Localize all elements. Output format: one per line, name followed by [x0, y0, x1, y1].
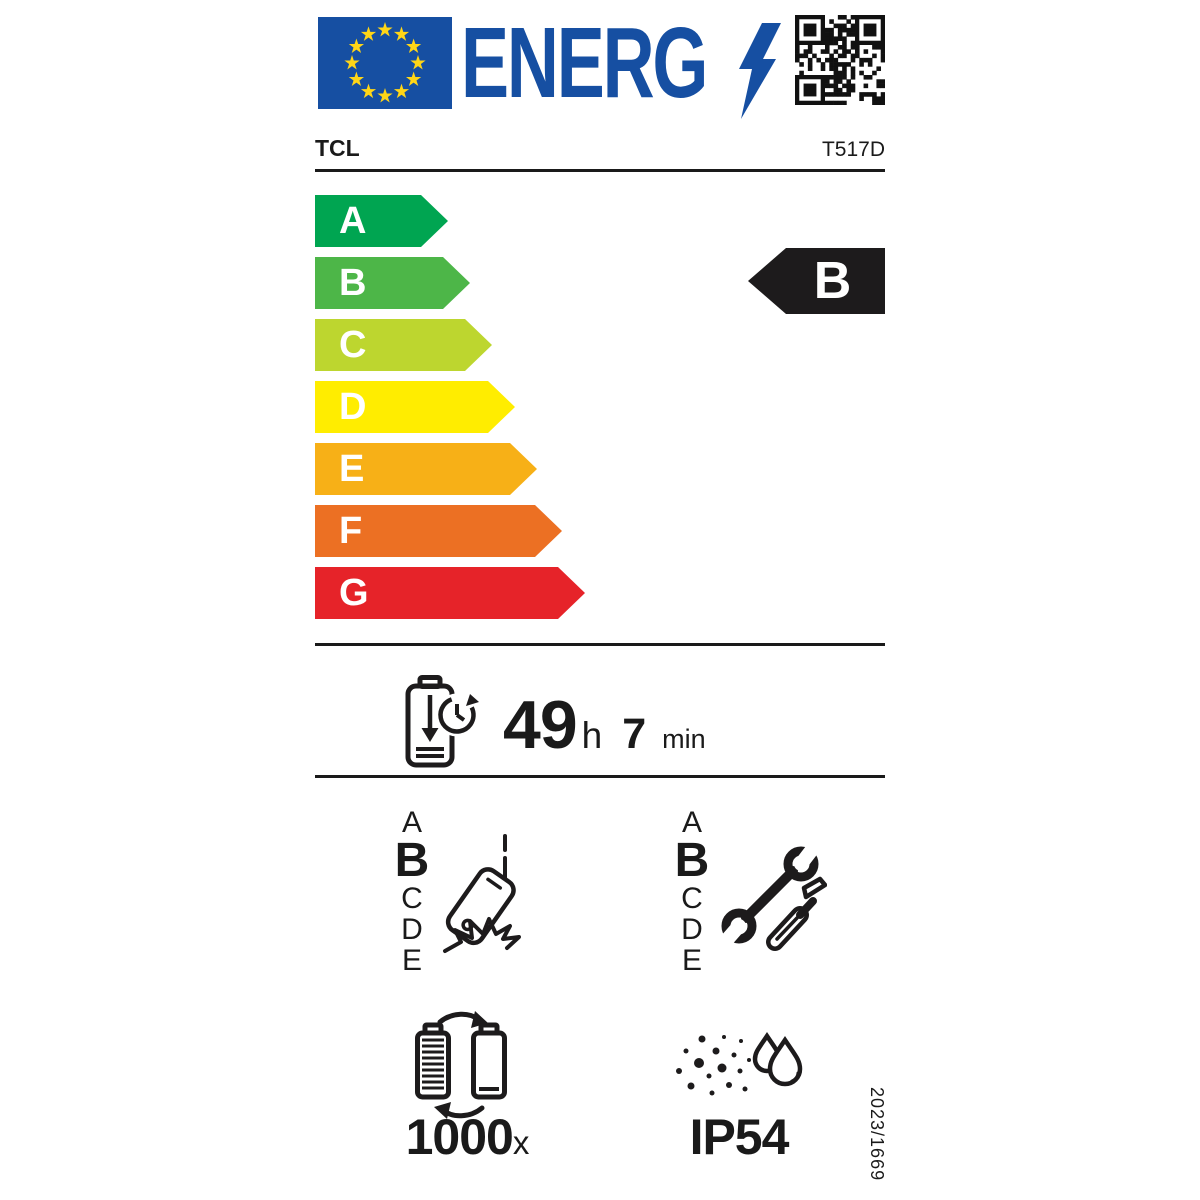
scale-letter-e: E — [681, 944, 702, 977]
bar-letter: E — [339, 447, 365, 490]
scale-letter-a: A — [401, 806, 422, 839]
battery-minutes-unit: min — [662, 724, 706, 754]
divider — [315, 643, 885, 646]
bar-letter: F — [339, 509, 363, 552]
scale-letter-b: B — [394, 834, 430, 887]
cycles-unit: x — [512, 1124, 530, 1161]
energ-logo-text: ENERG — [461, 7, 708, 119]
energy-class-bar-b: B — [315, 257, 470, 309]
model-number: T517D — [821, 138, 885, 161]
energy-class-bar-f: F — [315, 505, 562, 557]
bar-letter: C — [339, 323, 367, 366]
scale-letter-d: D — [681, 913, 703, 946]
energy-class-bar-a: A — [315, 195, 448, 247]
dust-water-icon — [676, 1031, 803, 1096]
energy-rating-letter: B — [813, 252, 852, 310]
energy-class-bar-e: E — [315, 443, 537, 495]
energy-class-bar-c: C — [315, 319, 492, 371]
scale-letter-b: B — [674, 834, 710, 887]
energy-class-bar-g: G — [315, 567, 585, 619]
bar-letter: A — [339, 199, 367, 242]
battery-hours: 49 — [503, 687, 578, 763]
eu-flag-icon — [318, 17, 452, 109]
ip-rating: IP54 — [689, 1109, 790, 1165]
battery-discharge-clock-icon — [405, 675, 479, 768]
scale-letter-a: A — [681, 806, 702, 839]
wrench-screwdriver-icon — [718, 841, 827, 951]
divider — [315, 775, 885, 778]
scale-letter-c: C — [401, 882, 423, 915]
bar-letter: G — [339, 571, 369, 614]
scale-letter-c: C — [681, 882, 703, 915]
battery-cycles-value: 1000x — [370, 1108, 565, 1166]
battery-life-value: 49 h 7 min — [503, 670, 706, 764]
battery-cycles-icon — [415, 1011, 507, 1119]
scale-letter-d: D — [401, 913, 423, 946]
eu-flag-stars — [344, 22, 426, 103]
lightning-bolt-icon — [739, 23, 781, 119]
battery-minutes: 7 — [622, 710, 647, 758]
scale-letter-e: E — [401, 944, 422, 977]
brand-row: TCL T517D — [315, 135, 885, 172]
regulation-number: 2023/1669 — [867, 1087, 887, 1182]
cycles-number: 1000 — [405, 1109, 514, 1165]
energy-class-bar-d: D — [315, 381, 515, 433]
phone-drop-icon — [443, 834, 521, 953]
bar-letter: D — [339, 385, 367, 428]
qr-code — [795, 15, 885, 105]
energy-rating-indicator: B — [748, 248, 885, 314]
battery-hours-unit: h — [581, 715, 603, 756]
brand-name: TCL — [315, 135, 360, 161]
bar-letter: B — [339, 261, 367, 304]
